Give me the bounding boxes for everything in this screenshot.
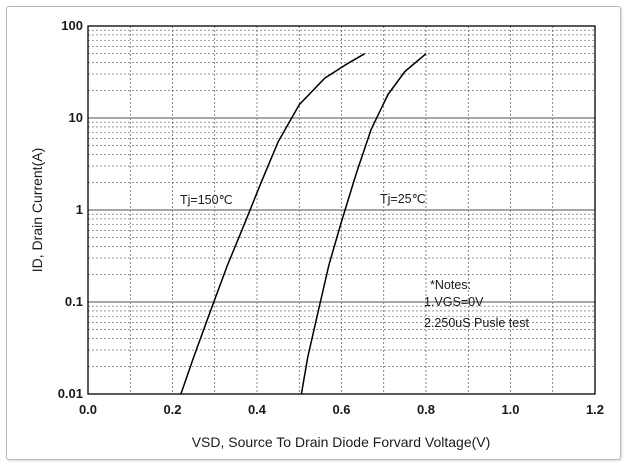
x-tick-label: 0.0	[79, 402, 97, 417]
curves	[180, 53, 427, 395]
y-tick-label: 0.1	[65, 294, 83, 309]
y-tick-label: 10	[69, 110, 83, 125]
series-line-0	[180, 53, 366, 395]
y-tick-label: 100	[61, 18, 83, 33]
x-tick-label: 1.2	[586, 402, 604, 417]
y-tick-label: 1	[76, 202, 83, 217]
annotation-vgs: 1.VGS=0V	[424, 295, 484, 309]
x-tick-label: 0.2	[163, 402, 181, 417]
plot-border	[87, 25, 596, 395]
annotation-pulse: 2.250uS Pusle test	[424, 316, 529, 330]
series-label-tj25: Tj=25℃	[380, 192, 426, 206]
y-axis-label: ID, Drain Current(A)	[29, 148, 45, 272]
x-tick-label: 0.4	[248, 402, 267, 417]
grid	[88, 26, 595, 394]
x-tick-labels: 0.0 0.2 0.4 0.6 0.8 1.0 1.2	[79, 402, 604, 417]
x-tick-label: 0.8	[417, 402, 435, 417]
annotation-notes: *Notes:	[430, 278, 471, 292]
x-tick-label: 0.6	[332, 402, 350, 417]
series-label-tj150: Tj=150℃	[180, 193, 233, 207]
x-axis-label: VSD, Source To Drain Diode Forvard Volta…	[192, 434, 491, 450]
y-tick-label: 0.01	[58, 386, 83, 401]
x-tick-label: 1.0	[501, 402, 519, 417]
series-line-1	[300, 53, 427, 395]
y-tick-labels: 0.01 0.1 1 10 100	[58, 18, 83, 401]
